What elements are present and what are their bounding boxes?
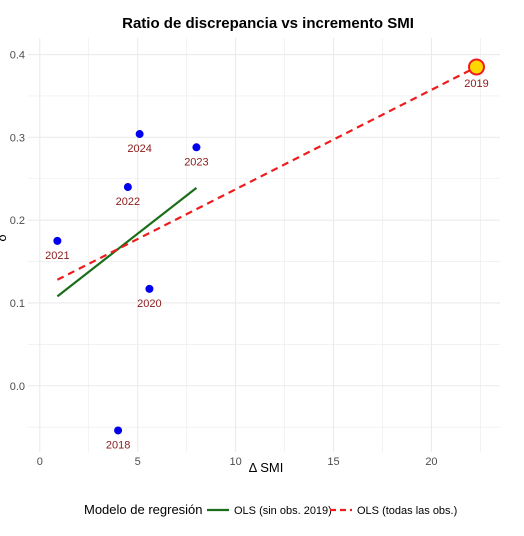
data-point-label: 2018 [106, 439, 130, 451]
regression-lines [56, 65, 477, 298]
data-point-label: 2022 [116, 196, 140, 208]
y-tick-label: 0.4 [10, 50, 25, 62]
legend-title: Modelo de regresión [84, 502, 203, 517]
x-tick-label: 20 [425, 456, 437, 468]
y-tick-label: 0.3 [10, 132, 25, 144]
y-tick-label: 0.0 [10, 381, 25, 393]
data-point [123, 183, 132, 192]
chart-title: Ratio de discrepancia vs incremento SMI [122, 15, 414, 32]
data-point [53, 236, 62, 245]
x-tick-label: 15 [327, 456, 339, 468]
data-point [145, 284, 154, 293]
grid [28, 38, 500, 452]
data-point-label: 2021 [45, 250, 69, 262]
data-point-label: 2019 [464, 78, 488, 90]
y-axis-label: δ [0, 234, 9, 241]
data-point [114, 426, 123, 435]
data-points: 2018 2019 2020 2021 2022 2023 2024 [45, 58, 489, 451]
legend-label-ols-sin-2019: OLS (sin obs. 2019) [234, 505, 332, 517]
y-axis-ticks: 0.0 0.1 0.2 0.3 0.4 [10, 50, 25, 393]
y-tick-label: 0.1 [10, 298, 25, 310]
ols-line-todas [56, 65, 477, 281]
data-point [192, 143, 201, 152]
ols-line-sin-2019 [56, 187, 198, 298]
x-tick-label: 0 [37, 456, 43, 468]
data-point-highlight [467, 58, 485, 76]
data-point-label: 2023 [184, 156, 208, 168]
legend: Modelo de regresión OLS (sin obs. 2019) … [84, 502, 457, 517]
data-point [135, 130, 144, 139]
x-axis-label: Δ SMI [249, 460, 284, 475]
y-tick-label: 0.2 [10, 215, 25, 227]
data-point-label: 2020 [137, 298, 161, 310]
data-point-label: 2024 [127, 143, 151, 155]
x-tick-label: 10 [229, 456, 241, 468]
x-axis-ticks: 0 5 10 15 20 [37, 456, 438, 468]
legend-label-ols-todas: OLS (todas las obs.) [357, 505, 457, 517]
x-tick-label: 5 [135, 456, 141, 468]
